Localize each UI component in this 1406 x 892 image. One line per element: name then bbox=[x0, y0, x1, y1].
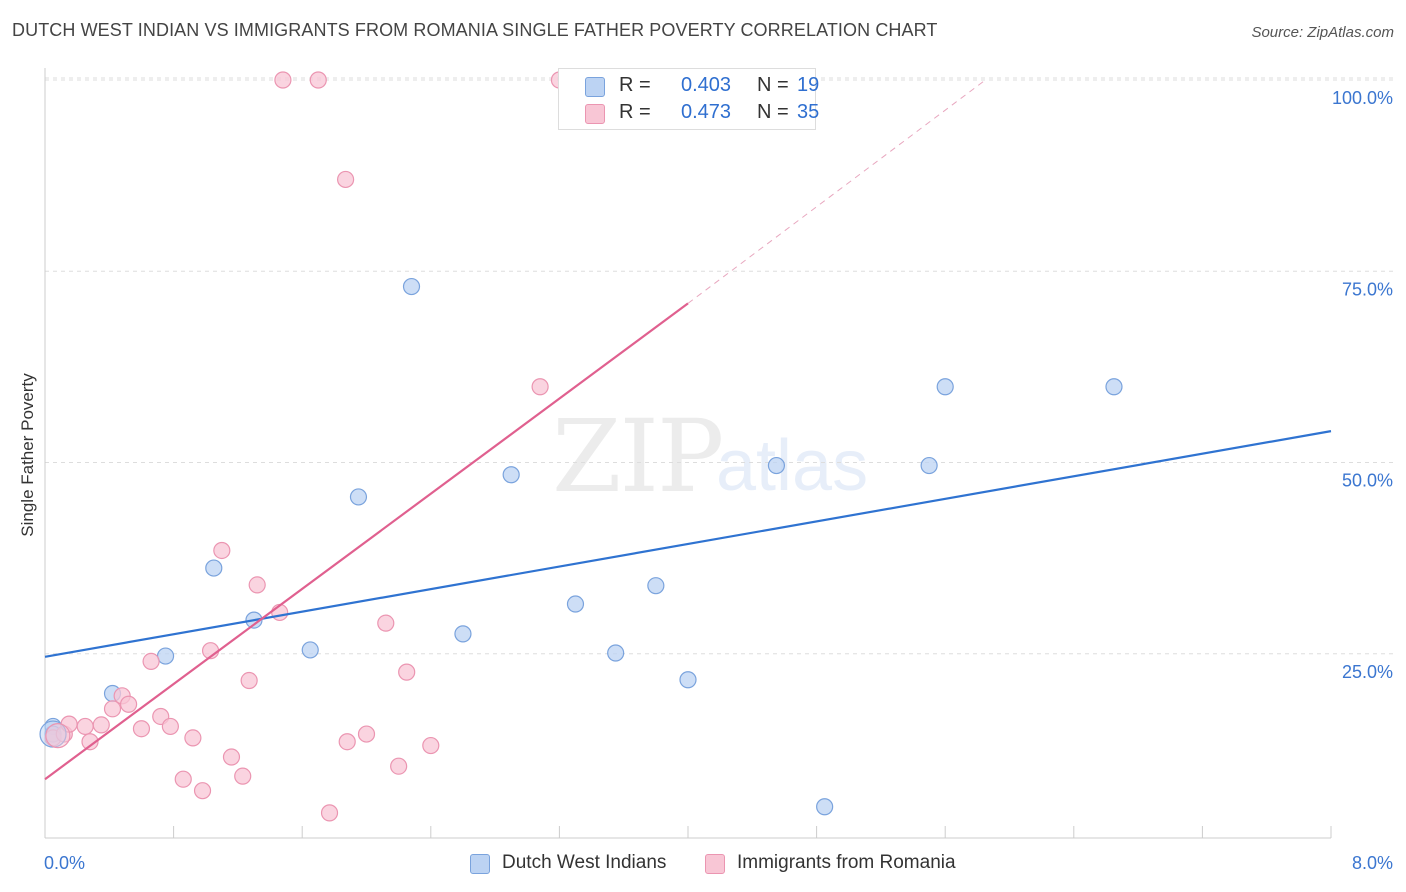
data-point-pink bbox=[174, 770, 192, 788]
data-point-pink bbox=[142, 652, 160, 671]
data-point-blue bbox=[566, 595, 585, 613]
series-legend: Dutch West Indians Immigrants from Roman… bbox=[0, 852, 1406, 878]
data-point-pink bbox=[337, 170, 355, 189]
data-point-blue bbox=[454, 625, 472, 643]
data-point-pink bbox=[309, 71, 327, 89]
legend-n-value: 35 bbox=[797, 101, 820, 123]
data-point-blue bbox=[607, 644, 625, 662]
source-label: Source: ZipAtlas.com bbox=[1251, 24, 1394, 41]
data-point-pink bbox=[213, 541, 231, 560]
data-point-pink bbox=[422, 736, 440, 755]
y-tick-label: 25.0% bbox=[1342, 662, 1393, 682]
y-tick-label: 75.0% bbox=[1342, 279, 1393, 299]
data-point-pink bbox=[92, 716, 110, 734]
legend-swatch-blue bbox=[585, 77, 605, 97]
data-point-pink bbox=[320, 804, 339, 822]
data-point-blue bbox=[205, 559, 223, 577]
legend-r-value: 0.403 bbox=[681, 74, 732, 96]
data-point-pink bbox=[132, 720, 151, 738]
legend-swatch-pink bbox=[705, 854, 725, 874]
data-point-pink bbox=[161, 717, 179, 736]
x-tick-label-max: 8.0% bbox=[1352, 853, 1393, 873]
data-point-blue bbox=[1105, 378, 1123, 396]
watermark-atlas: atlas bbox=[716, 426, 869, 506]
data-point-pink bbox=[338, 733, 356, 751]
data-point-blue bbox=[647, 577, 665, 595]
watermark-zip: ZIP bbox=[552, 398, 724, 515]
data-point-pink bbox=[357, 725, 376, 743]
legend-r-label: R = bbox=[619, 74, 651, 96]
legend-swatch-blue bbox=[470, 854, 490, 874]
legend-r-label: R = bbox=[619, 101, 651, 123]
data-point-blue bbox=[156, 647, 175, 665]
data-point-cluster-pink bbox=[45, 723, 71, 749]
x-tick-label-min: 0.0% bbox=[44, 853, 85, 873]
data-point-pink bbox=[222, 748, 241, 766]
data-point-pink bbox=[193, 782, 212, 800]
y-tick-label: 50.0% bbox=[1342, 471, 1393, 491]
data-point-pink bbox=[103, 700, 122, 718]
data-point-pink bbox=[240, 671, 258, 690]
data-point-blue bbox=[301, 641, 319, 659]
data-point-pink bbox=[248, 576, 266, 594]
legend-n-label: N = bbox=[757, 74, 789, 96]
data-point-pink bbox=[234, 767, 252, 785]
data-point-pink bbox=[531, 378, 549, 396]
trend-line-blue bbox=[44, 430, 1332, 658]
data-point-pink bbox=[274, 71, 292, 89]
data-point-pink bbox=[390, 757, 408, 775]
chart-title: DUTCH WEST INDIAN VS IMMIGRANTS FROM ROM… bbox=[12, 20, 938, 40]
legend-n-label: N = bbox=[757, 101, 789, 123]
data-point-pink bbox=[184, 729, 202, 747]
data-point-pink bbox=[377, 614, 395, 632]
trend-line-extension-pink bbox=[687, 79, 986, 304]
data-point-pink bbox=[81, 733, 99, 751]
legend-item-label: Immigrants from Romania bbox=[737, 852, 956, 873]
data-point-blue bbox=[920, 456, 938, 475]
data-point-pink bbox=[398, 663, 416, 681]
data-point-blue bbox=[936, 378, 954, 396]
y-tick-label: 100.0% bbox=[1332, 88, 1393, 108]
data-point-blue bbox=[349, 488, 368, 506]
data-point-blue bbox=[679, 671, 697, 689]
legend-r-value: 0.473 bbox=[681, 101, 732, 123]
trend-line-pink bbox=[44, 302, 689, 781]
data-point-pink bbox=[76, 717, 94, 736]
data-point-blue bbox=[402, 277, 421, 296]
data-point-pink bbox=[119, 695, 138, 713]
data-point-blue bbox=[767, 456, 786, 475]
legend-item-label: Dutch West Indians bbox=[502, 852, 667, 873]
data-point-blue bbox=[816, 798, 834, 816]
data-point-blue bbox=[502, 466, 520, 484]
legend-n-value: 19 bbox=[797, 74, 820, 96]
legend-swatch-pink bbox=[585, 104, 605, 124]
correlation-legend: R = 0.403 N = 19 R = 0.473 N = 35 bbox=[558, 68, 820, 130]
